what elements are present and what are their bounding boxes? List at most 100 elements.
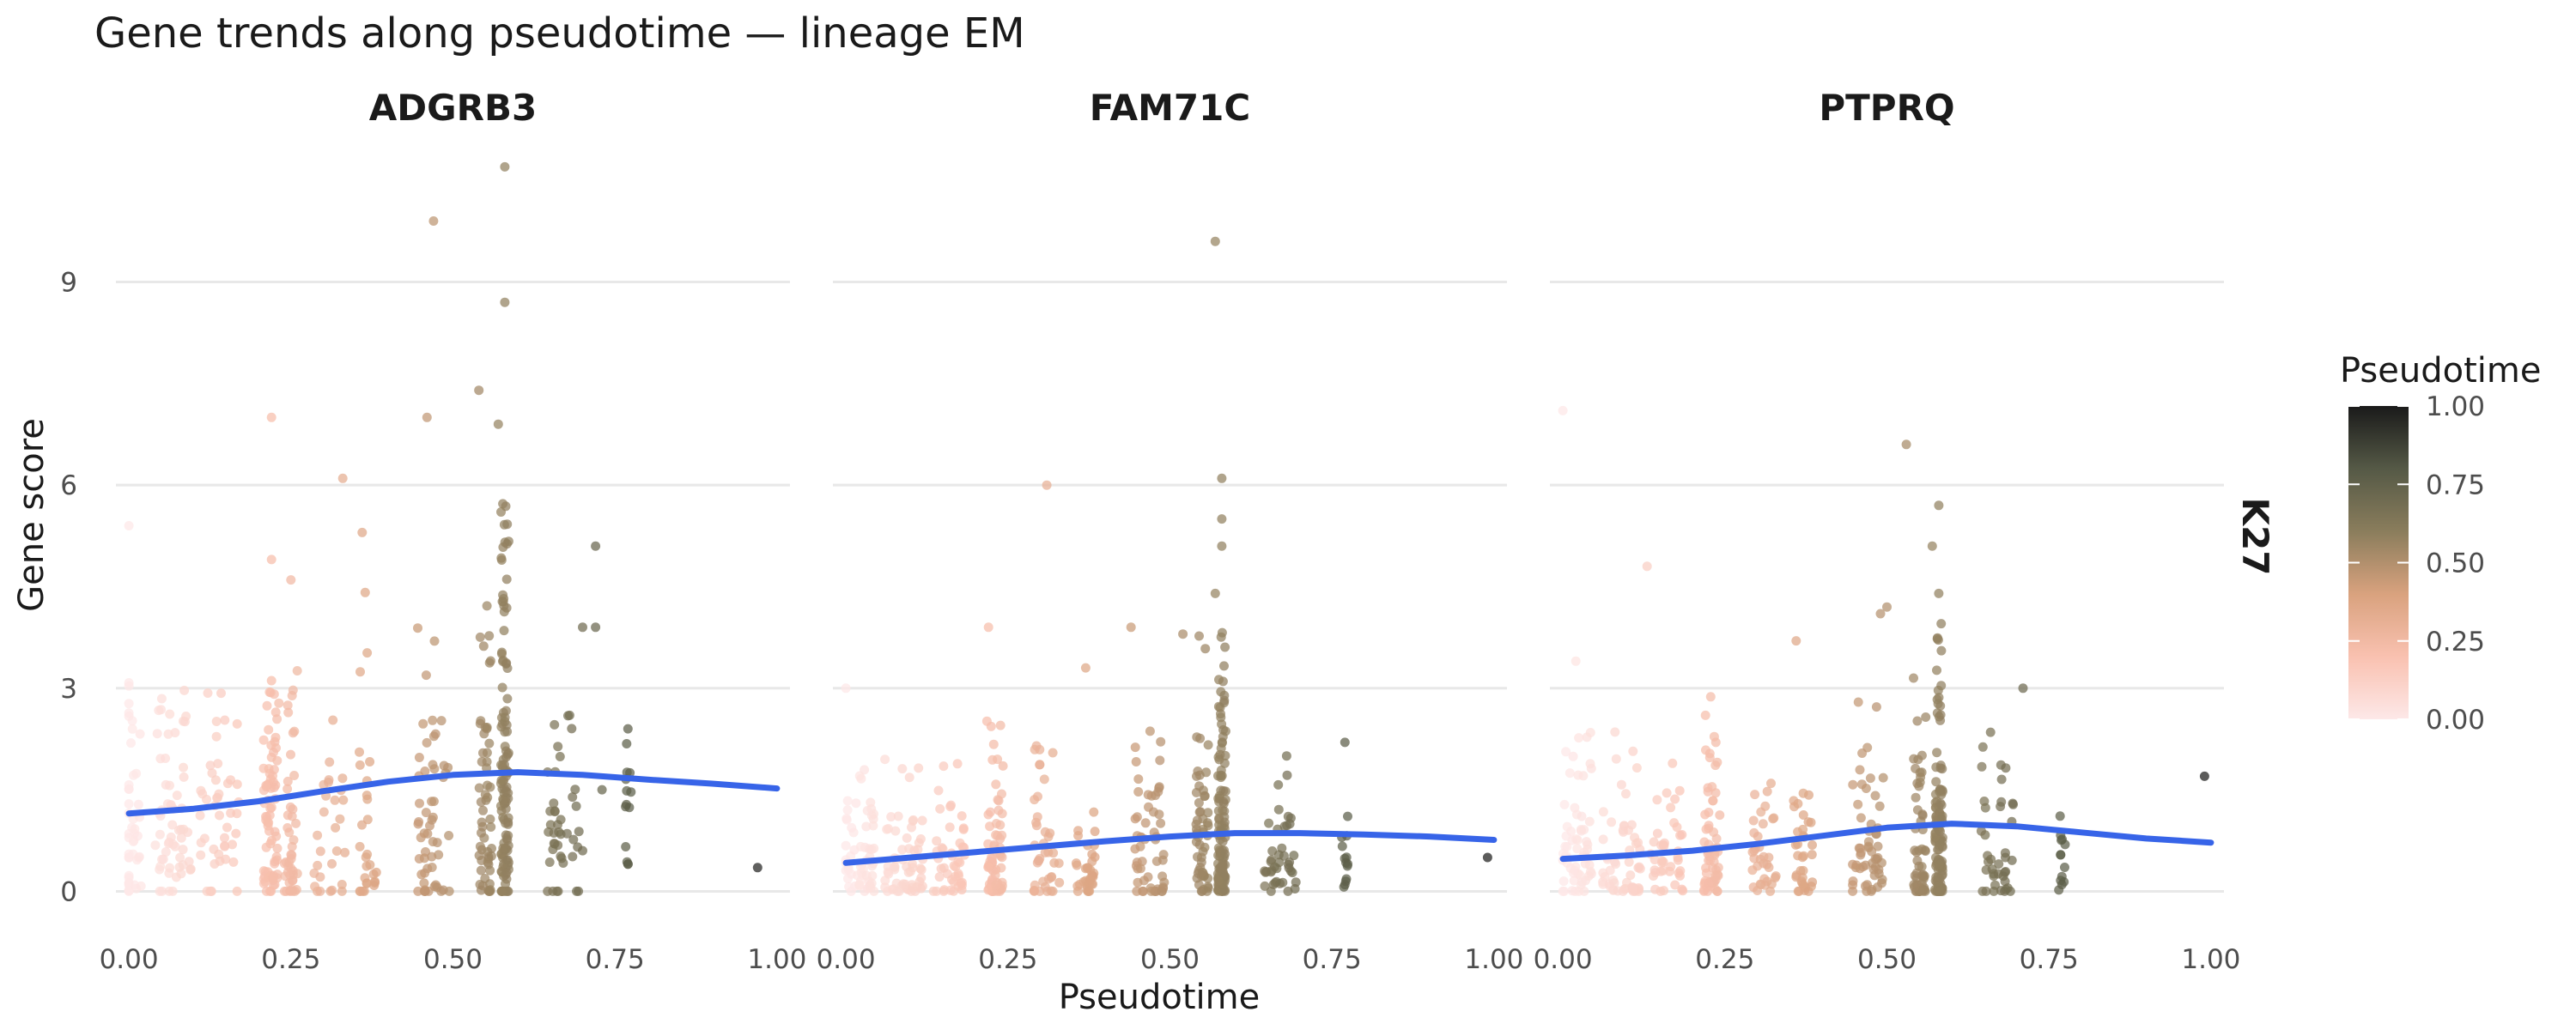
data-point bbox=[1273, 804, 1284, 815]
data-point bbox=[2199, 771, 2209, 781]
data-point bbox=[1934, 588, 1944, 598]
data-point bbox=[1634, 862, 1644, 872]
data-point bbox=[324, 777, 333, 787]
data-point bbox=[479, 729, 489, 739]
data-point bbox=[554, 827, 564, 837]
data-point bbox=[1569, 876, 1579, 886]
data-point bbox=[880, 754, 890, 765]
data-point bbox=[852, 870, 862, 881]
data-point bbox=[1576, 880, 1586, 890]
data-point bbox=[1996, 760, 2006, 770]
data-point bbox=[129, 770, 138, 780]
data-point bbox=[280, 871, 290, 882]
data-point bbox=[1909, 673, 1918, 683]
data-point bbox=[1708, 796, 1718, 806]
data-point bbox=[1996, 774, 2007, 785]
data-point bbox=[1937, 870, 1947, 881]
data-point bbox=[1126, 622, 1136, 633]
data-point bbox=[1981, 886, 1991, 896]
data-point bbox=[570, 785, 580, 795]
data-point bbox=[1279, 821, 1290, 832]
data-point bbox=[568, 851, 578, 862]
data-point bbox=[232, 886, 242, 896]
data-point bbox=[917, 815, 927, 826]
data-point bbox=[228, 857, 239, 867]
data-point bbox=[1624, 857, 1634, 867]
facet-panel-adgrb3: ADGRB3 0.00 0.25 0.50 0.75 1.00 0 3 6 9 bbox=[60, 87, 806, 975]
data-point bbox=[156, 694, 167, 704]
data-point bbox=[265, 774, 276, 785]
data-point bbox=[1046, 886, 1056, 896]
data-point bbox=[909, 845, 920, 856]
x-tick-label: 0.50 bbox=[1857, 944, 1917, 975]
data-point bbox=[161, 754, 171, 763]
data-point bbox=[1621, 789, 1631, 799]
data-point bbox=[283, 707, 294, 718]
data-point bbox=[1571, 862, 1581, 872]
data-point bbox=[1570, 886, 1580, 896]
data-point bbox=[1703, 783, 1713, 793]
data-point bbox=[1977, 761, 1987, 772]
x-tick-label: 0.25 bbox=[1695, 944, 1754, 975]
points bbox=[1558, 405, 2209, 896]
data-point bbox=[268, 873, 278, 883]
data-point bbox=[1598, 807, 1608, 817]
data-point bbox=[624, 803, 635, 813]
data-point bbox=[477, 881, 488, 891]
data-point bbox=[1913, 754, 1923, 765]
data-point bbox=[1642, 561, 1652, 572]
data-point bbox=[883, 862, 893, 872]
data-point bbox=[1213, 876, 1224, 886]
data-point bbox=[1568, 751, 1578, 761]
data-point bbox=[1279, 851, 1289, 861]
data-point bbox=[549, 839, 559, 849]
data-point bbox=[866, 882, 876, 893]
data-point bbox=[430, 729, 440, 739]
data-point bbox=[124, 699, 134, 709]
data-point bbox=[216, 688, 226, 699]
data-point bbox=[1628, 882, 1638, 893]
data-point bbox=[124, 784, 134, 794]
data-point bbox=[1192, 815, 1202, 826]
data-point bbox=[497, 682, 507, 693]
data-point bbox=[501, 868, 512, 878]
data-point bbox=[1917, 809, 1928, 820]
data-point bbox=[211, 717, 222, 726]
data-point bbox=[552, 886, 562, 896]
x-tick-label: 1.00 bbox=[747, 944, 806, 975]
data-point bbox=[365, 757, 375, 766]
data-point bbox=[1609, 857, 1619, 867]
data-point bbox=[1987, 864, 1997, 875]
data-point bbox=[997, 809, 1007, 819]
data-point bbox=[266, 803, 276, 813]
data-point bbox=[1933, 699, 1943, 709]
data-point bbox=[327, 858, 337, 869]
data-point bbox=[1856, 813, 1866, 823]
data-point bbox=[210, 859, 220, 869]
data-point bbox=[1213, 806, 1224, 816]
data-point bbox=[173, 825, 184, 835]
data-point bbox=[124, 878, 134, 888]
data-point bbox=[578, 622, 587, 633]
data-point bbox=[1030, 795, 1040, 805]
data-point bbox=[196, 850, 206, 860]
data-point bbox=[496, 775, 507, 785]
data-point bbox=[264, 724, 274, 735]
facet-title: FAM71C bbox=[1090, 87, 1250, 129]
data-point bbox=[555, 752, 565, 761]
data-point bbox=[1856, 779, 1867, 790]
data-point bbox=[995, 833, 1005, 844]
data-point bbox=[313, 830, 323, 840]
data-point bbox=[1216, 712, 1226, 723]
data-point bbox=[335, 814, 345, 824]
data-point bbox=[179, 685, 190, 695]
data-point bbox=[1853, 697, 1863, 707]
data-point bbox=[270, 732, 281, 742]
data-point bbox=[126, 738, 136, 748]
data-point bbox=[1935, 760, 1946, 771]
data-point bbox=[623, 724, 633, 734]
data-point bbox=[1703, 886, 1713, 896]
data-point bbox=[1582, 837, 1592, 847]
data-point bbox=[1282, 770, 1292, 780]
data-point bbox=[1624, 825, 1633, 835]
